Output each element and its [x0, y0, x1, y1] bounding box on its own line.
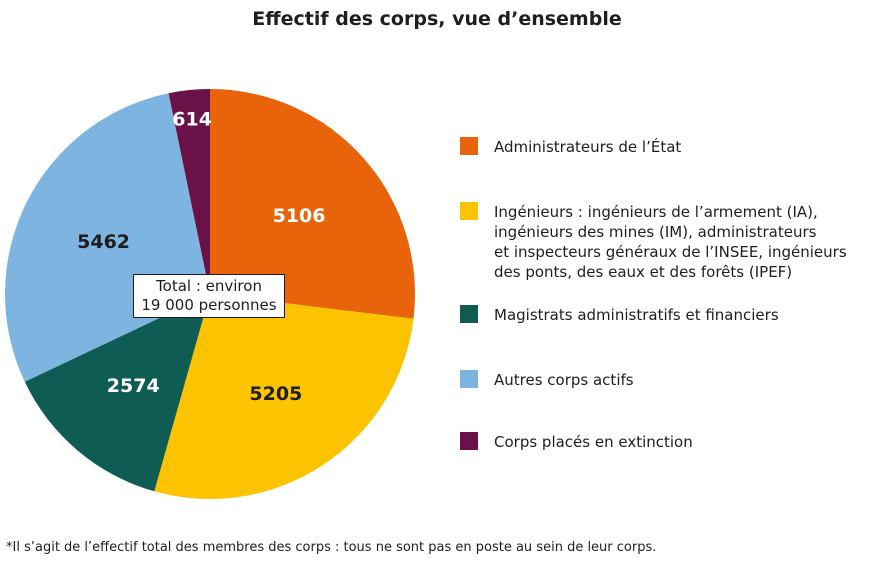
pie-slice: [154, 294, 414, 500]
legend-swatch: [460, 370, 478, 388]
data-label: 5462: [77, 231, 130, 253]
legend-swatch: [460, 432, 478, 450]
legend-label: Autres corps actifs: [494, 370, 866, 390]
data-label: 5106: [273, 205, 326, 227]
legend-item: Corps placés en extinction: [460, 432, 866, 452]
legend-label: Ingénieurs : ingénieurs de l’armement (I…: [494, 202, 866, 282]
data-label: 5205: [249, 383, 302, 405]
pie-slice: [210, 89, 415, 319]
legend-swatch: [460, 305, 478, 323]
legend-label-line: Administrateurs de l’État: [494, 138, 682, 156]
legend-label-line: Corps placés en extinction: [494, 433, 693, 451]
data-label: 614: [172, 109, 212, 131]
legend-label-line: ingénieurs des mines (IM), administrateu…: [494, 223, 817, 241]
footnote: *Il s’agit de l’effectif total des membr…: [6, 540, 657, 555]
legend-label-line: des ponts, des eaux et des forêts (IPEF): [494, 263, 793, 281]
legend-label-line: et inspecteurs généraux de l’INSEE, ingé…: [494, 243, 847, 261]
legend-item: Ingénieurs : ingénieurs de l’armement (I…: [460, 202, 866, 282]
data-label: 2574: [107, 375, 160, 397]
pie-chart: 5106 5205 2574 5462 614: [5, 89, 415, 500]
legend-item: Administrateurs de l’État: [460, 137, 866, 157]
legend-label: Corps placés en extinction: [494, 432, 866, 452]
legend-label-line: Magistrats administratifs et financiers: [494, 306, 779, 324]
legend-item: Autres corps actifs: [460, 370, 866, 390]
legend-label-line: Ingénieurs : ingénieurs de l’armement (I…: [494, 203, 818, 221]
pie-slice: [168, 89, 210, 294]
legend-swatch: [460, 137, 478, 155]
legend-item: Magistrats administratifs et financiers: [460, 305, 866, 325]
legend-label: Administrateurs de l’État: [494, 137, 866, 157]
total-line-2: 19 000 personnes: [141, 296, 277, 314]
legend-label-line: Autres corps actifs: [494, 371, 634, 389]
total-line-1: Total : environ: [156, 277, 262, 295]
legend-swatch: [460, 202, 478, 220]
legend-label: Magistrats administratifs et financiers: [494, 305, 866, 325]
total-annotation: Total : environ 19 000 personnes: [133, 274, 285, 318]
chart-title: Effectif des corps, vue d’ensemble: [252, 8, 622, 30]
pie-slice: [24, 294, 211, 492]
